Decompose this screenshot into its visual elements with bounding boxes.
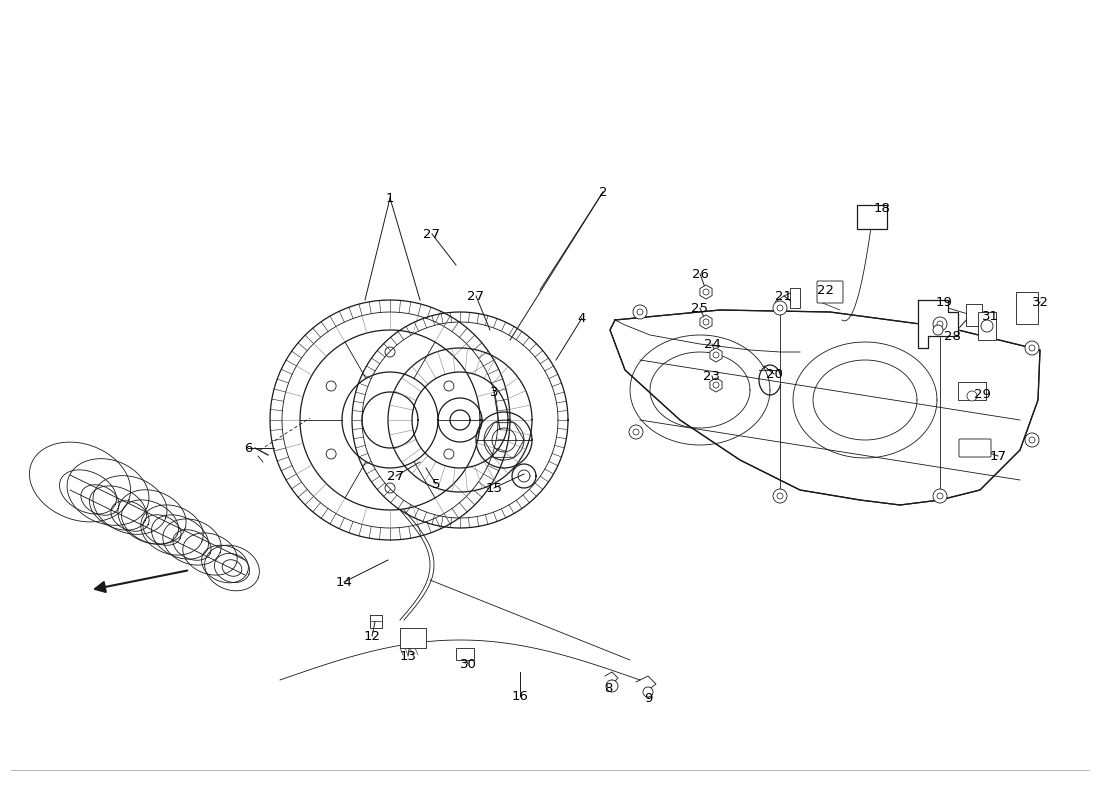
Text: 6: 6 (244, 442, 252, 454)
Text: 13: 13 (399, 650, 417, 662)
Circle shape (703, 319, 710, 325)
Text: 16: 16 (512, 690, 528, 702)
Text: 25: 25 (692, 302, 708, 314)
Text: 2: 2 (598, 186, 607, 198)
Polygon shape (700, 315, 712, 329)
Polygon shape (918, 300, 958, 348)
FancyBboxPatch shape (959, 439, 991, 457)
Text: 22: 22 (817, 283, 835, 297)
Text: 12: 12 (363, 630, 381, 642)
Text: 28: 28 (944, 330, 960, 342)
Text: 27: 27 (468, 290, 484, 302)
Text: 24: 24 (704, 338, 720, 350)
Circle shape (967, 391, 977, 401)
Circle shape (385, 483, 395, 493)
FancyBboxPatch shape (857, 205, 887, 229)
Polygon shape (484, 422, 524, 458)
Circle shape (629, 425, 644, 439)
Text: 29: 29 (974, 387, 990, 401)
Circle shape (713, 382, 719, 388)
Bar (456, 648, 474, 660)
Text: 15: 15 (485, 482, 503, 494)
Text: 8: 8 (604, 682, 613, 694)
Circle shape (1025, 433, 1040, 447)
Bar (958, 382, 986, 400)
Circle shape (385, 347, 395, 357)
Circle shape (326, 449, 337, 459)
Circle shape (937, 321, 943, 327)
Polygon shape (710, 378, 722, 392)
Circle shape (1025, 341, 1040, 355)
Circle shape (777, 305, 783, 311)
Circle shape (773, 301, 786, 315)
Text: 17: 17 (990, 450, 1006, 462)
Circle shape (933, 489, 947, 503)
Bar (966, 304, 982, 326)
Text: 32: 32 (1032, 295, 1048, 309)
Text: 27: 27 (387, 470, 405, 482)
Circle shape (981, 320, 993, 332)
Circle shape (1028, 345, 1035, 351)
Circle shape (703, 289, 710, 295)
Text: 21: 21 (776, 290, 792, 302)
Circle shape (1028, 437, 1035, 443)
Polygon shape (610, 310, 1040, 505)
Circle shape (326, 381, 337, 391)
Circle shape (637, 309, 644, 315)
Text: 4: 4 (578, 311, 586, 325)
Circle shape (444, 381, 454, 391)
Circle shape (713, 352, 719, 358)
Text: 3: 3 (490, 386, 498, 398)
Bar (978, 312, 996, 340)
Circle shape (632, 429, 639, 435)
Circle shape (937, 493, 943, 499)
Text: 26: 26 (692, 267, 708, 281)
Polygon shape (710, 348, 722, 362)
Circle shape (632, 305, 647, 319)
Circle shape (606, 680, 618, 692)
Text: 9: 9 (644, 691, 652, 705)
Text: 1: 1 (386, 191, 394, 205)
Text: 14: 14 (336, 575, 352, 589)
Circle shape (644, 687, 653, 697)
FancyBboxPatch shape (817, 281, 843, 303)
Polygon shape (700, 285, 712, 299)
Text: 31: 31 (981, 310, 999, 322)
Text: 18: 18 (873, 202, 890, 214)
Circle shape (933, 325, 943, 335)
Text: 23: 23 (704, 370, 720, 382)
Text: 5: 5 (431, 478, 440, 490)
Text: 19: 19 (936, 295, 953, 309)
Bar (1016, 292, 1038, 324)
Circle shape (444, 449, 454, 459)
Text: 20: 20 (766, 367, 782, 381)
Bar (790, 288, 800, 308)
Circle shape (773, 489, 786, 503)
Text: 30: 30 (460, 658, 476, 670)
Bar (400, 628, 426, 648)
Circle shape (777, 493, 783, 499)
Circle shape (933, 317, 947, 331)
Text: 27: 27 (424, 227, 440, 241)
